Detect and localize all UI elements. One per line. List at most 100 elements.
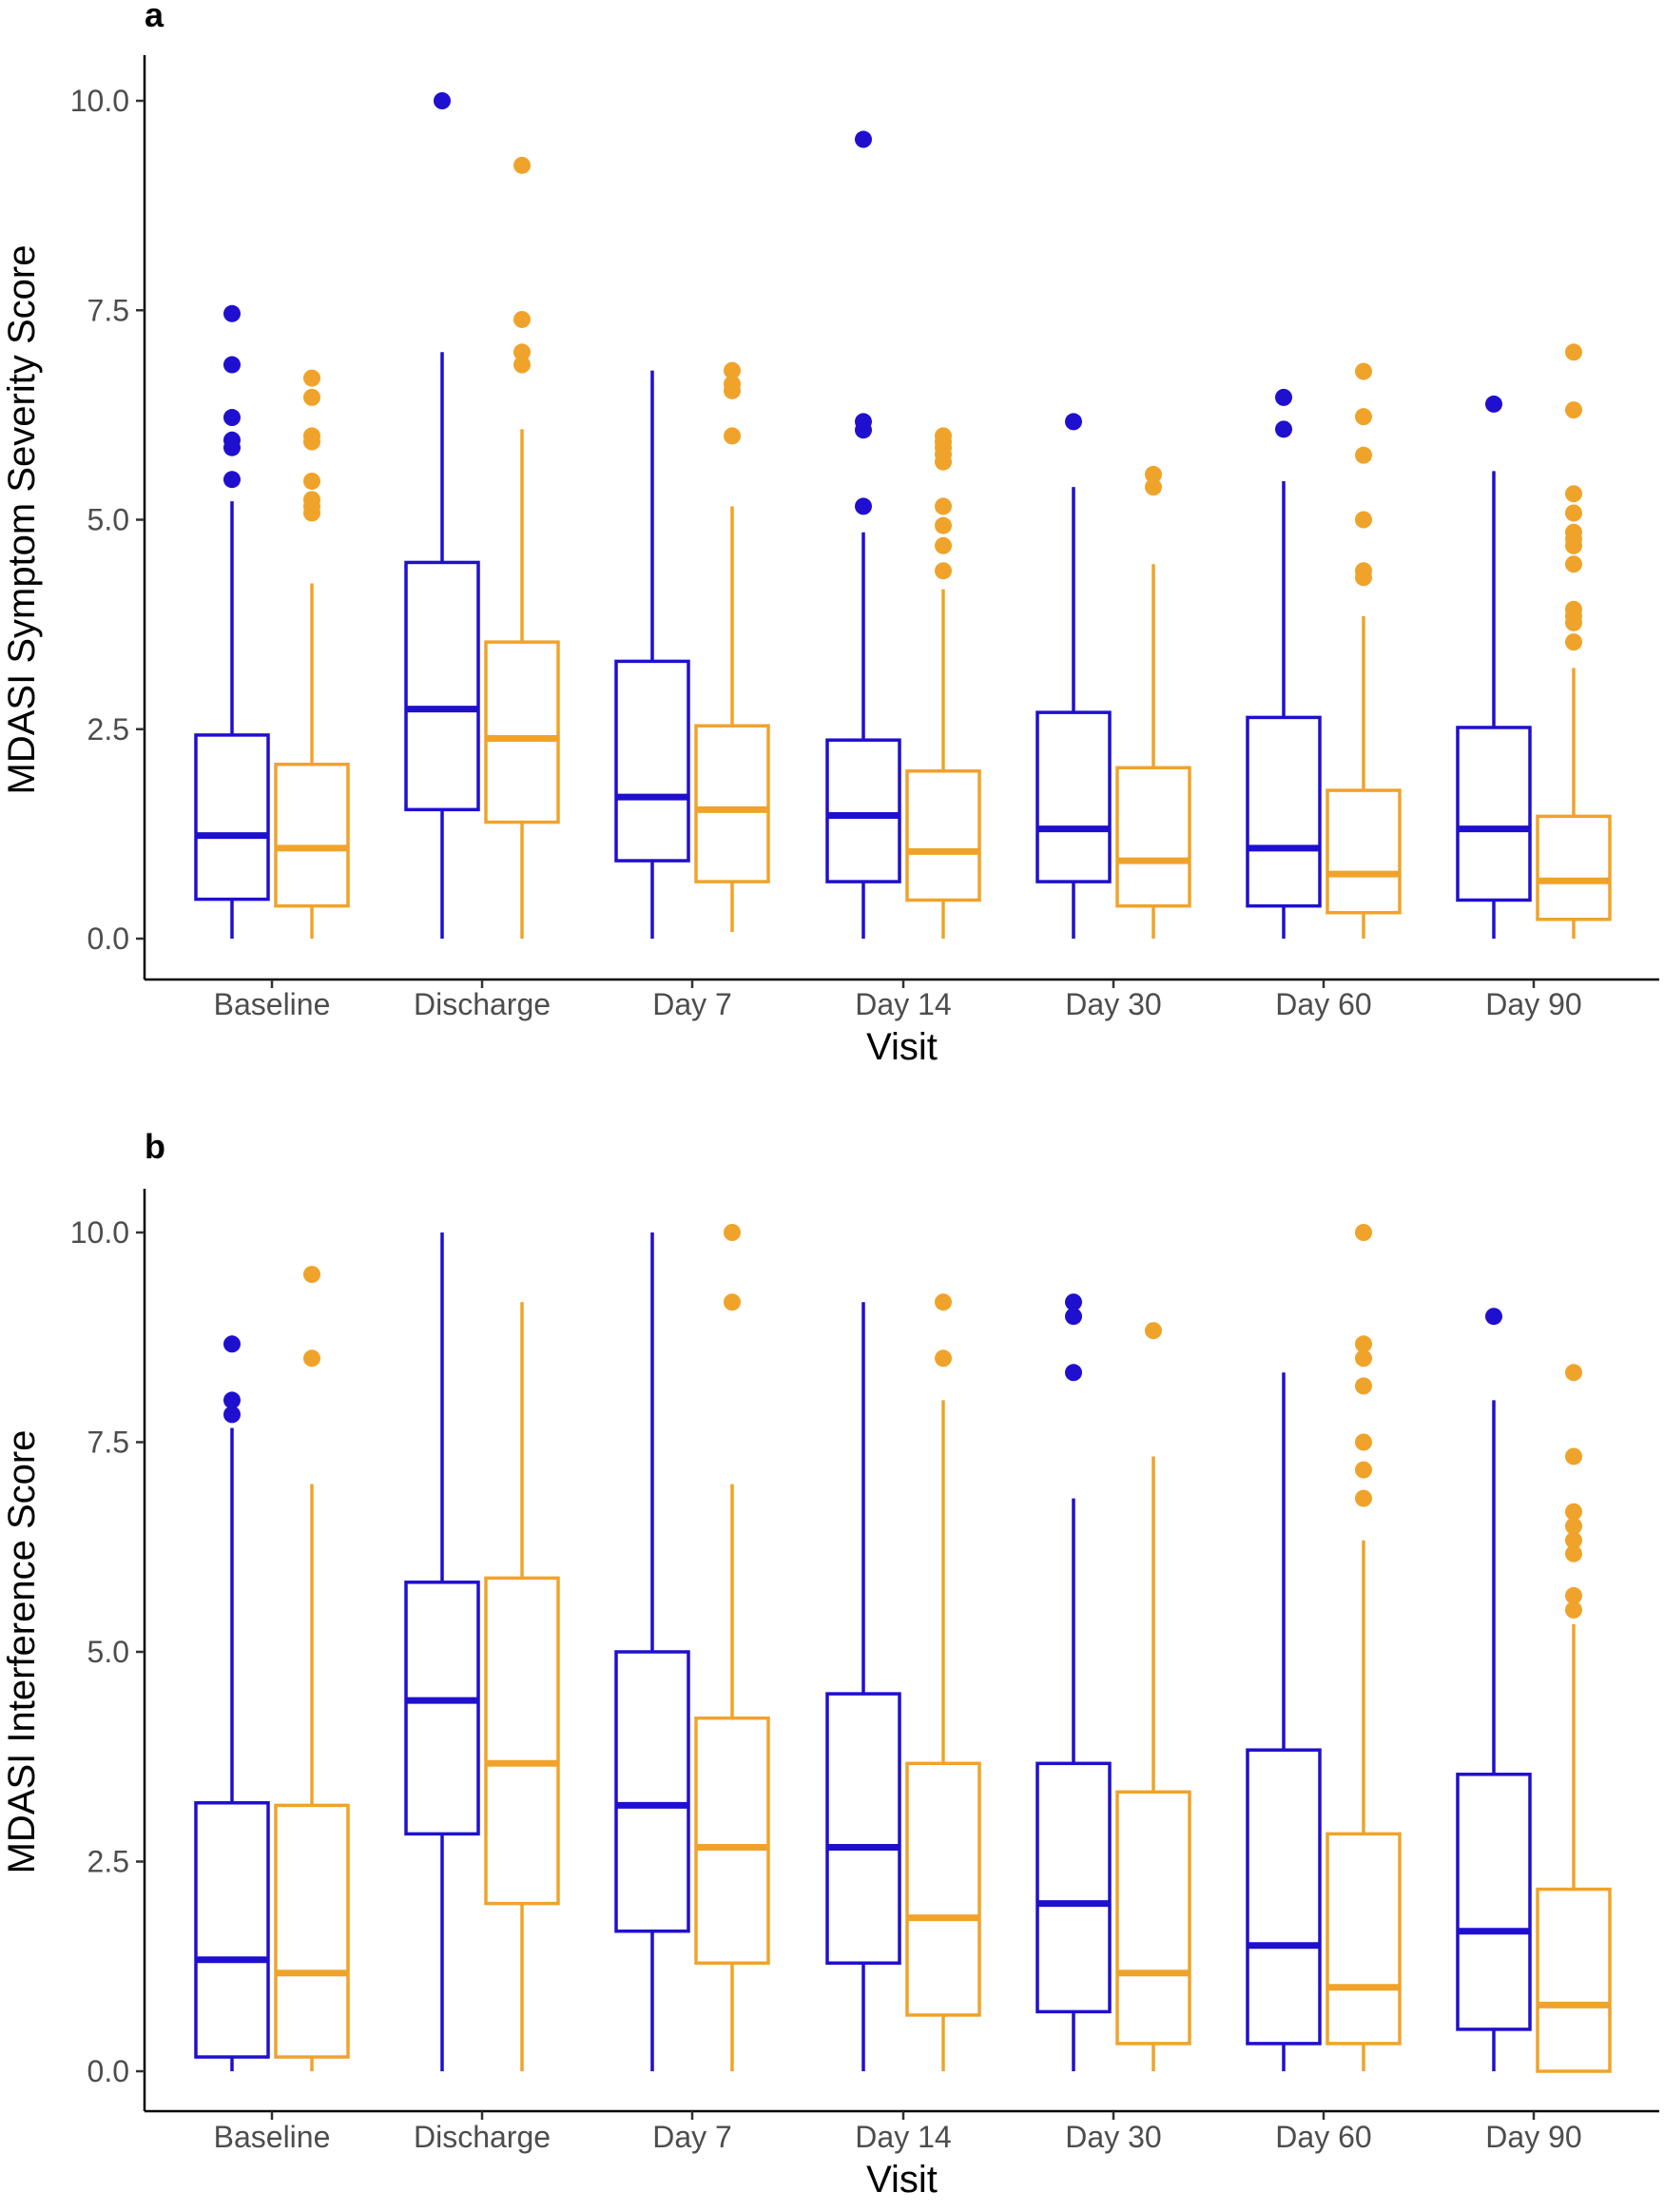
- box-group2-day-14: [905, 1293, 981, 2071]
- x-tick-label: Baseline: [214, 2120, 331, 2154]
- outlier-point: [1355, 1349, 1372, 1368]
- x-tick-label: Day 7: [652, 2120, 732, 2154]
- outlier-point: [1565, 1544, 1582, 1562]
- outlier-point: [1565, 633, 1582, 651]
- outlier-point: [1565, 523, 1582, 541]
- panel-a: a 0.0 2.5 5.0 7.5 10.0 Baseline Discharge Day 7…: [1, 0, 1659, 1068]
- y-tick-label: 5.0: [87, 503, 129, 537]
- box-group2-day-30: [1115, 1322, 1191, 2071]
- box-group2-day-60: [1325, 362, 1402, 939]
- outlier-point: [935, 427, 952, 445]
- outlier-point: [724, 361, 741, 379]
- outlier-point: [1565, 485, 1582, 503]
- outlier-point: [223, 1406, 241, 1424]
- outlier-point: [303, 1349, 320, 1368]
- iqr-box: [484, 1576, 560, 1906]
- outlier-point: [1565, 1503, 1582, 1521]
- outlier-point: [1355, 362, 1372, 380]
- box-group2-day-30: [1115, 465, 1191, 939]
- outlier-point: [724, 427, 741, 445]
- panel-a-label: a: [145, 0, 164, 34]
- iqr-box: [825, 738, 901, 883]
- box-group1-discharge: [404, 92, 480, 939]
- y-tick-label: 10.0: [70, 84, 129, 118]
- outlier-point: [935, 497, 952, 515]
- outlier-point: [1355, 1489, 1372, 1507]
- outlier-point: [724, 375, 741, 393]
- outlier-point: [724, 1224, 741, 1241]
- box-group2-baseline: [274, 1266, 350, 2071]
- box-group1-day-7: [614, 1232, 690, 2071]
- x-axis-title: Visit: [866, 1026, 938, 1068]
- iqr-box: [1115, 766, 1191, 908]
- iqr-box: [614, 659, 690, 863]
- outlier-point: [513, 343, 531, 361]
- outlier-point: [513, 156, 531, 174]
- iqr-box: [694, 1716, 770, 1965]
- y-tick-label: 0.0: [87, 922, 129, 956]
- outlier-point: [1355, 1377, 1372, 1395]
- box-group2-day-90: [1536, 1364, 1612, 2073]
- outlier-point: [434, 92, 451, 109]
- outlier-point: [855, 497, 872, 515]
- iqr-box: [1115, 1790, 1191, 2046]
- iqr-box: [1035, 710, 1112, 883]
- box-group2-day-7: [694, 361, 770, 932]
- outlier-point: [1145, 478, 1162, 496]
- iqr-box: [905, 1761, 981, 2017]
- outlier-point: [1355, 408, 1372, 426]
- iqr-box: [1325, 788, 1402, 915]
- outlier-point: [1065, 1308, 1082, 1326]
- outlier-point: [935, 536, 952, 554]
- outlier-point: [1355, 446, 1372, 464]
- outlier-point: [1275, 420, 1292, 438]
- x-tick-label: Day 30: [1065, 2120, 1161, 2154]
- box-group2-day-14: [905, 427, 981, 939]
- x-tick-label: Day 30: [1065, 987, 1161, 1021]
- y-tick-label: 2.5: [87, 1845, 129, 1879]
- box-group1-day-30: [1035, 413, 1112, 939]
- panel-b: b 0.0 2.5 5.0 7.5 10.0 Baseline Discharge Day 7…: [1, 1127, 1659, 2201]
- y-tick-label: 10.0: [70, 1215, 129, 1250]
- box-group2-day-7: [694, 1224, 770, 2071]
- outlier-point: [303, 1266, 320, 1284]
- outlier-point: [935, 1349, 952, 1368]
- outlier-point: [1355, 1224, 1372, 1241]
- box-group2-discharge: [484, 156, 560, 939]
- outlier-point: [1565, 1586, 1582, 1604]
- y-tick-label: 2.5: [87, 712, 129, 747]
- x-tick-label: Day 60: [1275, 2120, 1371, 2154]
- outlier-point: [855, 130, 872, 148]
- outlier-point: [1355, 1335, 1372, 1353]
- outlier-point: [1065, 1293, 1082, 1311]
- iqr-box: [194, 1801, 270, 2059]
- iqr-box: [1536, 1887, 1612, 2073]
- outlier-point: [1565, 343, 1582, 361]
- outlier-point: [1145, 465, 1162, 483]
- outlier-point: [223, 409, 241, 427]
- outlier-point: [1355, 1433, 1372, 1451]
- outlier-point: [223, 304, 241, 322]
- y-tick-label: 7.5: [87, 1426, 129, 1460]
- outlier-point: [1565, 1364, 1582, 1382]
- box-group1-day-30: [1035, 1293, 1112, 2071]
- outlier-point: [935, 516, 952, 534]
- iqr-box: [825, 1692, 901, 1965]
- outlier-point: [1565, 555, 1582, 573]
- outlier-point: [1355, 1461, 1372, 1479]
- box-group2-day-60: [1325, 1224, 1402, 2071]
- x-axis-title: Visit: [866, 2159, 938, 2201]
- iqr-box: [1246, 1748, 1322, 2046]
- x-tick-label: Day 7: [652, 987, 732, 1021]
- x-tick-label: Discharge: [414, 987, 551, 1021]
- iqr-box: [1246, 715, 1322, 908]
- outlier-point: [1355, 511, 1372, 529]
- box-group2-baseline: [274, 369, 350, 939]
- box-group1-day-90: [1456, 1308, 1532, 2071]
- iqr-box: [905, 769, 981, 902]
- outlier-point: [1565, 1517, 1582, 1535]
- box-group1-day-7: [614, 370, 690, 939]
- iqr-box: [614, 1650, 690, 1933]
- outlier-point: [1485, 395, 1502, 413]
- box-group1-baseline: [194, 1335, 270, 2071]
